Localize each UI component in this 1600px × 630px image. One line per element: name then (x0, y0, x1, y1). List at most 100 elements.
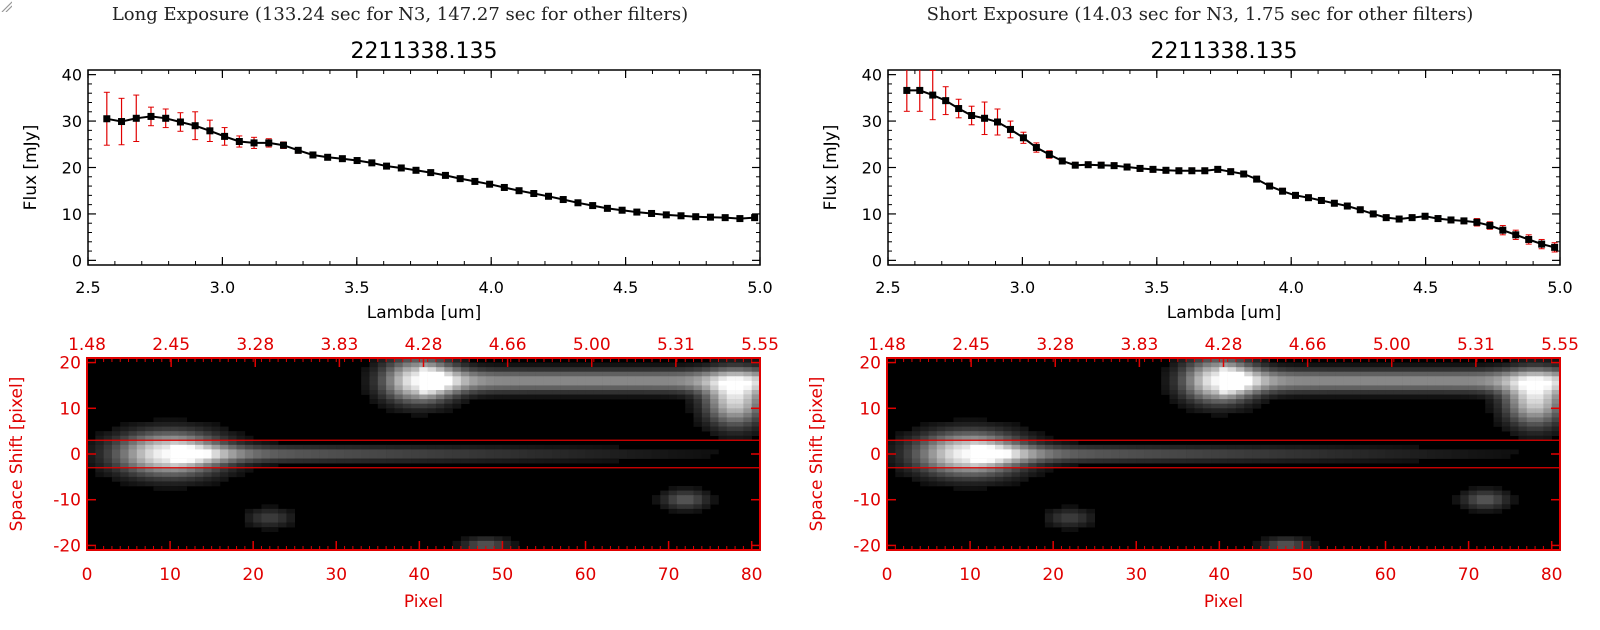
image-pixel (253, 463, 262, 469)
image-pixel (1335, 385, 1345, 391)
resize-grip-icon[interactable] (0, 0, 12, 12)
image-pixel (1360, 394, 1370, 400)
image-pixel (219, 454, 229, 459)
image-pixel (1294, 362, 1303, 368)
image-pixel (1011, 454, 1021, 459)
image-pixel (685, 394, 694, 400)
image-pixel (1410, 371, 1420, 377)
image-pixel (460, 385, 470, 391)
image-pixel (352, 458, 362, 464)
image-pixel (1476, 486, 1486, 491)
image-pixel (1518, 408, 1528, 414)
image-pixel (178, 458, 188, 464)
image-pixel (928, 476, 938, 482)
image-pixel (945, 440, 954, 446)
image-pixel (928, 444, 938, 450)
image-pixel (1493, 380, 1503, 386)
image-pixel (953, 467, 963, 473)
image-pixel (1493, 486, 1503, 491)
image-pixel (1493, 367, 1503, 373)
data-point (981, 114, 989, 122)
image-pixel (701, 385, 711, 391)
image-pixel (1468, 371, 1478, 377)
image-pixel (1501, 367, 1511, 373)
image-pixel (103, 458, 113, 464)
image-pixel (170, 417, 179, 423)
image-pixel (170, 454, 179, 459)
image-pixel (1402, 458, 1411, 464)
image-pixel (986, 476, 996, 482)
image-pixel (87, 454, 96, 459)
image-pixel (1161, 380, 1170, 386)
image-pixel (1219, 367, 1228, 373)
image-pixel (153, 426, 163, 432)
image-pixel (228, 472, 237, 478)
image-pixel (568, 394, 578, 400)
image-pixel (685, 403, 694, 409)
image-pixel (920, 431, 929, 437)
image-pixel (643, 449, 653, 455)
image-pixel (635, 376, 644, 382)
image-pixel (978, 467, 988, 473)
image-pixel (1252, 540, 1262, 546)
image-pixel (978, 435, 988, 441)
image-pixel (660, 362, 669, 368)
image-pixel (1078, 454, 1087, 459)
image-pixel (120, 481, 129, 487)
image-pixel (1468, 499, 1478, 505)
image-pixel (1244, 403, 1253, 409)
image-pixel (1260, 536, 1270, 542)
image-pixel (494, 385, 503, 391)
image-pixel (693, 367, 703, 373)
image-pixel (1518, 394, 1528, 400)
image-pixel (743, 435, 752, 441)
image-pixel (170, 435, 179, 441)
image-pixel (494, 367, 503, 373)
data-point (1097, 161, 1105, 169)
image-pixel (1360, 367, 1370, 373)
image-pixel (701, 362, 711, 368)
image-pixel (1435, 454, 1444, 459)
image-pixel (1186, 444, 1195, 450)
image-pixel (435, 454, 445, 459)
image-pixel (543, 444, 553, 450)
image-pixel (95, 463, 104, 469)
image-pixel (1260, 540, 1270, 546)
image-pixel (1377, 458, 1386, 464)
image-pixel (1476, 394, 1486, 400)
image-pixel (1385, 376, 1395, 382)
image-pixel (1186, 376, 1195, 382)
image-pixel (211, 422, 221, 427)
image-pixel (676, 449, 686, 455)
image-pixel (469, 362, 478, 368)
image-pixel (1319, 390, 1328, 395)
image-pixel (460, 545, 470, 551)
image-pixel (1260, 358, 1270, 363)
image-pixel (1169, 371, 1179, 377)
image-pixel (1244, 394, 1253, 400)
image-pixel (1119, 449, 1129, 455)
image-pixel (419, 403, 428, 409)
image-pixel (1493, 422, 1503, 427)
image-pixel (1360, 454, 1370, 459)
image-pixel (911, 463, 921, 469)
image-pixel (945, 481, 954, 487)
image-pixel (726, 435, 736, 441)
image-y-tick-label: 0 (70, 445, 81, 465)
image-pixel (685, 449, 694, 455)
image-pixel (1501, 390, 1511, 395)
image-pixel (953, 444, 963, 450)
image-pixel (593, 449, 603, 455)
image-pixel (1493, 376, 1503, 382)
image-pixel (1385, 394, 1395, 400)
image-pixel (427, 458, 437, 464)
image-pixel (735, 431, 744, 437)
image-pixel (153, 444, 163, 450)
image-pixel (1202, 444, 1212, 450)
image-pixel (469, 540, 478, 546)
image-pixel (1235, 358, 1245, 363)
image-pixel (477, 367, 487, 373)
image-pixel (535, 362, 545, 368)
image-pixel (1285, 362, 1295, 368)
image-pixel (145, 449, 154, 455)
